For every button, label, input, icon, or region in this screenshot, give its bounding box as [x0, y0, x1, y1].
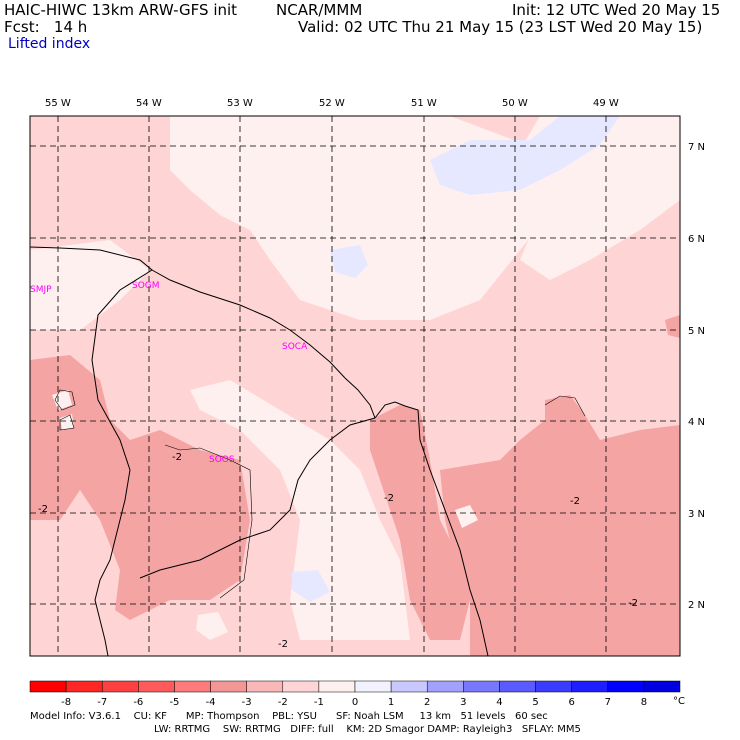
colorbar-tick: -4: [206, 697, 216, 708]
colorbar-cell: [318, 680, 356, 693]
init-time: Init: 12 UTC Wed 20 May 15: [512, 1, 721, 19]
border-south: [139, 417, 376, 579]
lon-label: 49 W: [593, 98, 619, 109]
colorbar-cell: [354, 680, 392, 693]
colorbar-tick: 0: [352, 697, 358, 708]
colorbar-cell: [138, 680, 175, 693]
colorbar-tick: -2: [278, 697, 288, 708]
border-east: [374, 401, 489, 656]
model-info-line-1: Model Info: V3.6.1 CU: KF MP: Thompson P…: [30, 711, 548, 722]
colorbar-tick: 1: [388, 697, 394, 708]
colorbar-tick: 5: [532, 697, 538, 708]
valid-time: Valid: 02 UTC Thu 21 May 15 (23 LST Wed …: [298, 18, 703, 36]
colorbar-tick: 4: [496, 697, 502, 708]
contour-label: -2: [38, 504, 48, 515]
contour-lines-3: [544, 395, 586, 417]
station-label: SOGM: [132, 281, 160, 291]
field-blue-north: [430, 116, 620, 195]
field-name: Lifted index: [8, 36, 91, 52]
colorbar-cell: [65, 680, 103, 693]
lon-label: 51 W: [411, 98, 437, 109]
contour-label: -2: [628, 598, 638, 609]
field-dark-central: [370, 405, 470, 640]
organization-label: NCAR/MMM: [276, 1, 363, 19]
lat-label: 4 N: [688, 417, 705, 428]
field-dark-east: [440, 395, 680, 656]
station-label: SOOS: [209, 455, 235, 465]
field-blue-patch: [330, 245, 368, 278]
colorbar-tick: 2: [424, 697, 430, 708]
contour-label: -2: [278, 639, 288, 650]
colorbar-cell: [390, 680, 428, 693]
lat-label: 7 N: [688, 142, 705, 153]
colorbar-cell: [607, 680, 645, 693]
lat-label: 6 N: [688, 234, 705, 245]
colorbar-cell: [463, 680, 500, 693]
contour-label: -2: [384, 493, 394, 504]
lon-label: 52 W: [319, 98, 345, 109]
colorbar-tick: 3: [460, 697, 466, 708]
colorbar-cell: [101, 680, 139, 693]
field-island-1: [52, 390, 72, 410]
lat-label: 3 N: [688, 509, 705, 520]
colorbar: -8 -7 -6 -5 -4 -3 -2 -1 0 1 2 3 4 5 6 7 8: [29, 680, 681, 708]
colorbar-cell: [426, 680, 464, 693]
contour-label: -2: [172, 452, 182, 463]
lat-label: 5 N: [688, 326, 705, 337]
field-light-south: [190, 380, 410, 640]
colorbar-tick: -7: [97, 697, 107, 708]
contour-lines-2: [164, 444, 253, 599]
colorbar-cell: [29, 680, 67, 693]
colorbar-tick: -5: [169, 697, 179, 708]
colorbar-cell: [643, 680, 681, 693]
model-title: HAIC-HIWC 13km ARW-GFS init: [4, 1, 238, 19]
colorbar-tick: -3: [242, 697, 252, 708]
field-dark-edge: [665, 315, 680, 338]
contour-lines-1: [54, 389, 76, 431]
field-light-west: [30, 240, 150, 330]
field-island-3: [196, 612, 228, 640]
lon-label: 55 W: [45, 98, 71, 109]
map-frame: [29, 115, 681, 657]
colorbar-cell: [535, 680, 572, 693]
colorbar-cell: [174, 680, 211, 693]
colorbar-unit: °C: [673, 696, 685, 707]
colorbar-tick: -6: [133, 697, 143, 708]
colorbar-tick: 6: [568, 697, 574, 708]
colorbar-tick: 8: [641, 697, 647, 708]
lon-label: 54 W: [136, 98, 162, 109]
station-label: SMJP: [30, 285, 52, 295]
colorbar-cell: [282, 680, 320, 693]
colorbar-cell: [499, 680, 536, 693]
colorbar-tick: -8: [61, 697, 71, 708]
forecast-hour: Fcst: 14 h: [4, 18, 88, 36]
contour-label: -2: [570, 496, 580, 507]
coastline-north: [151, 269, 376, 419]
field-island-4: [455, 505, 478, 528]
lon-label: 53 W: [227, 98, 253, 109]
colorbar-tick: -1: [314, 697, 324, 708]
colorbar-cell: [571, 680, 609, 693]
lon-label: 50 W: [502, 98, 528, 109]
station-label: SOCA: [282, 342, 308, 352]
lat-label: 2 N: [688, 600, 705, 611]
colorbar-tick: 7: [605, 697, 611, 708]
model-info-line-2: LW: RRTMG SW: RRTMG DIFF: full KM: 2D Sm…: [154, 724, 581, 735]
border-west: [30, 246, 153, 656]
colorbar-cell: [210, 680, 247, 693]
lat-lon-grid: [30, 116, 680, 656]
field-blue-south: [292, 570, 330, 602]
colorbar-cell: [246, 680, 284, 693]
